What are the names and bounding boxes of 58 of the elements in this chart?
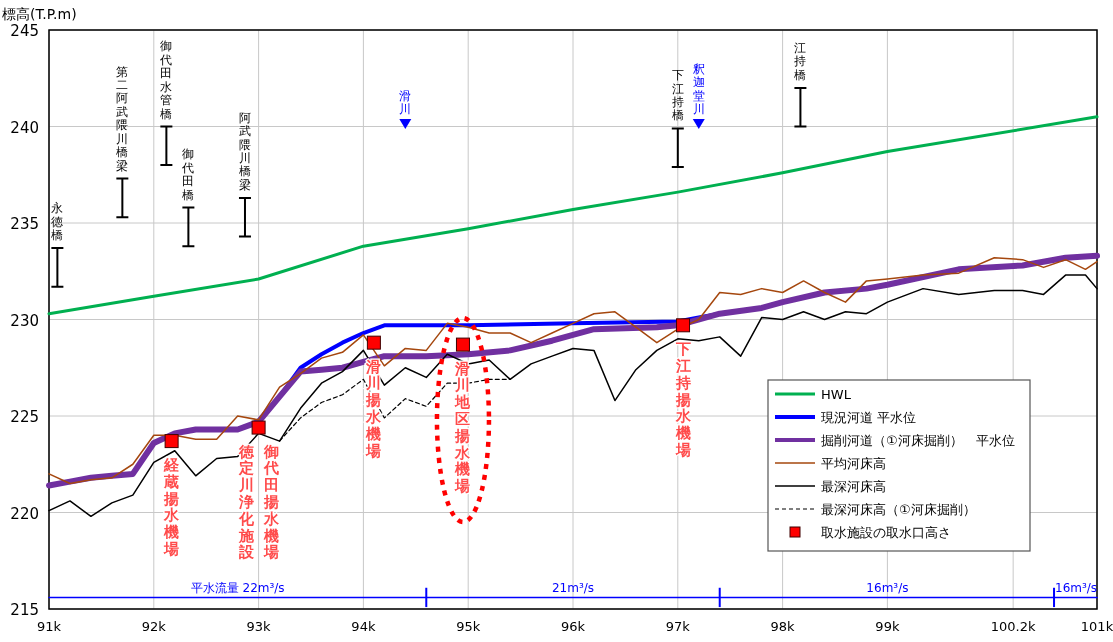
bar	[676, 128, 679, 168]
x-tick-label: 96k	[560, 619, 586, 634]
annotation: 御代田揚水機場	[263, 442, 279, 562]
bar	[121, 178, 124, 218]
annotation: 下江持橋	[671, 68, 684, 123]
x-tick-label: 91k	[36, 619, 62, 634]
annotation: 平水流量 22m³/s	[190, 581, 285, 596]
y-tick-label: 240	[10, 118, 39, 137]
bar	[425, 587, 428, 608]
x-tick-label: 95k	[456, 619, 481, 634]
x-tick-label: 98k	[770, 619, 796, 634]
annotation: 阿武隈川橋梁	[239, 110, 251, 192]
x-tick-label: 92k	[141, 619, 167, 634]
y-tick-label: 245	[10, 22, 39, 40]
bar	[718, 587, 721, 608]
y-axis-title: 標高(T.P.m)	[2, 6, 77, 22]
y-tick-label: 235	[10, 215, 39, 233]
annotation: 御代田橋	[182, 147, 195, 202]
y-tick-label: 225	[10, 408, 39, 426]
annotation: 下江持揚水機場	[675, 340, 691, 460]
x-tick-label: 93k	[246, 619, 272, 634]
annotation: 21m³/s	[551, 581, 595, 596]
x-tick-label: 94k	[351, 619, 376, 634]
y-tick-label: 220	[10, 504, 39, 523]
annotation: 第二阿武隈川橋梁	[116, 64, 129, 173]
bar	[187, 207, 190, 247]
x-tick-label: 99k	[875, 619, 900, 634]
annotation: 永徳橋	[51, 201, 64, 243]
bar	[165, 126, 168, 166]
point	[455, 337, 470, 352]
bar	[799, 87, 802, 127]
legend-label: 掘削河道（①河床掘削） 平水位	[821, 433, 1015, 448]
legend-label: 最深河床高	[821, 479, 886, 494]
y-tick-label: 230	[10, 311, 39, 330]
legend-label: 最深河床高（①河床掘削）	[821, 502, 976, 517]
annotation: 江持橋	[794, 41, 807, 82]
y-tick-label: 215	[10, 601, 39, 619]
legend-label: 現況河道 平水位	[821, 410, 917, 425]
legend-label: 平均河床高	[821, 456, 886, 471]
annotation: 釈迦堂川	[692, 61, 705, 116]
point	[251, 420, 266, 435]
annotation: 滑川	[399, 88, 412, 116]
bar	[56, 248, 59, 287]
bar	[1053, 587, 1056, 608]
point	[164, 434, 179, 449]
legend-label: 取水施設の取水口高さ	[821, 525, 951, 540]
annotation: 経蔵揚水機場	[164, 456, 180, 559]
annotation: 釈迦堂川	[692, 61, 705, 129]
annotation: 御代田水管橋	[160, 39, 173, 121]
x-tick-label: 100.2k	[990, 619, 1036, 634]
bar	[243, 197, 246, 237]
x-tick-label: 97k	[665, 619, 691, 634]
x-tick-label: 101k	[1080, 619, 1113, 634]
point	[676, 318, 691, 333]
point	[366, 335, 381, 350]
annotation: 16m³/s	[866, 581, 909, 596]
annotation: 滑川	[399, 88, 412, 129]
legend-label: HWL	[821, 387, 852, 402]
